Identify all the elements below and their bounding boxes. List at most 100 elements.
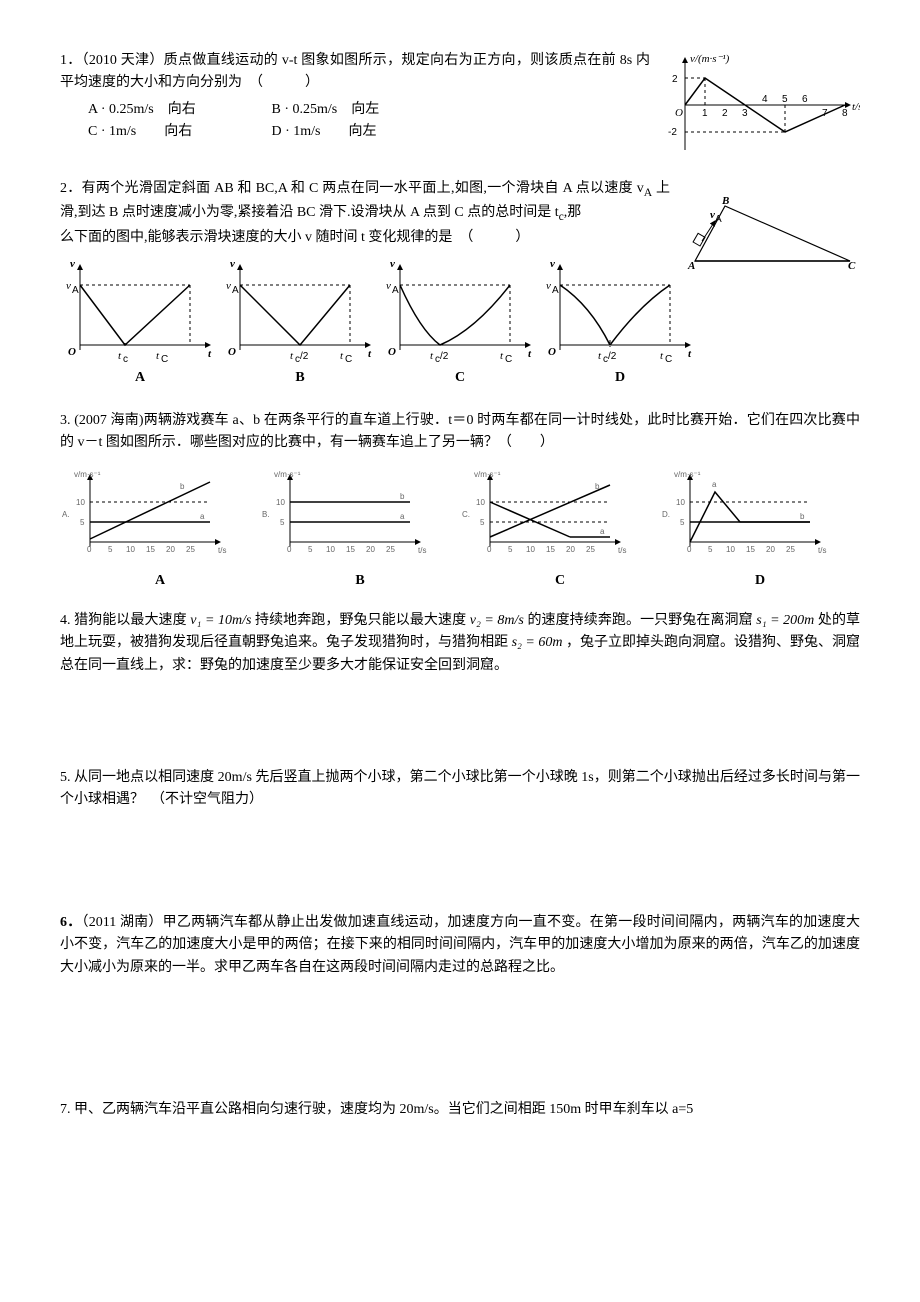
q7-number: 7. [60, 1102, 74, 1117]
svg-text:t: t [660, 350, 664, 362]
q1-vt-graph: v/(m·s⁻¹) t/s 2 -2 O 12 34 56 78 [660, 50, 860, 160]
q6-number: 6． [60, 915, 81, 930]
question-6: 6．（2011 湖南）甲乙两辆汽车都从静止出发做加速直线运动，加速度方向一直不变… [60, 912, 860, 979]
svg-text:15: 15 [146, 545, 155, 554]
q4-stem: 4. 猎狗能以最大速度 v₁ = 10m/s 持续地奔跑，野兔只能以最大速度 v… [60, 610, 860, 677]
svg-text:t: t [688, 348, 692, 360]
svg-text:t: t [208, 348, 212, 360]
svg-text:/2: /2 [608, 351, 617, 362]
q2-incline-diagram: v A A B C [680, 196, 860, 276]
svg-text:v: v [230, 258, 235, 270]
q3-graph-c: C. v/m·s⁻¹ t/s 5 10 a b 0510152025 C [460, 467, 660, 592]
svg-text:25: 25 [186, 545, 195, 554]
svg-text:7: 7 [822, 108, 828, 119]
svg-text:t/s: t/s [418, 546, 426, 555]
svg-text:5: 5 [480, 518, 485, 527]
svg-text:v: v [546, 280, 551, 292]
svg-text:25: 25 [586, 545, 595, 554]
svg-text:5: 5 [80, 518, 85, 527]
q2-choice-graphs: v t O vA tc tC A v t O vA [60, 255, 670, 389]
svg-text:t: t [528, 348, 532, 360]
q2-graph-c: v t O vA tc/2 tC C [380, 255, 540, 389]
svg-text:t/s: t/s [618, 546, 626, 555]
svg-text:C: C [505, 354, 512, 365]
svg-text:8: 8 [842, 108, 848, 119]
svg-text:t: t [500, 350, 504, 362]
svg-text:2: 2 [722, 108, 728, 119]
svg-text:/2: /2 [440, 351, 449, 362]
svg-text:-2: -2 [668, 127, 677, 138]
svg-text:t: t [340, 350, 344, 362]
svg-text:v: v [226, 280, 231, 292]
svg-text:v/m·s⁻¹: v/m·s⁻¹ [74, 470, 101, 479]
svg-text:t/s: t/s [218, 546, 226, 555]
svg-text:t: t [368, 348, 372, 360]
svg-text:v/m·s⁻¹: v/m·s⁻¹ [674, 470, 701, 479]
svg-text:5: 5 [708, 545, 713, 554]
svg-text:O: O [548, 346, 556, 358]
svg-text:5: 5 [508, 545, 513, 554]
svg-text:O: O [675, 107, 683, 119]
q3-graph-d: D. v/m·s⁻¹ t/s 5 10 a b 0510152025 D [660, 467, 860, 592]
svg-text:b: b [595, 482, 600, 491]
q3-number: 3. [60, 413, 74, 428]
svg-text:A: A [392, 285, 399, 296]
svg-text:5: 5 [280, 518, 285, 527]
question-7: 7. 甲、乙两辆汽车沿平直公路相向匀速行驶，速度均为 20m/s。当它们之间相距… [60, 1099, 860, 1121]
svg-text:5: 5 [108, 545, 113, 554]
svg-text:C: C [665, 354, 672, 365]
svg-text:b: b [400, 492, 405, 501]
q2-graph-b: v t O vA tc/2 tC B [220, 255, 380, 389]
q1-number: 1． [60, 53, 82, 68]
svg-text:t: t [290, 350, 294, 362]
svg-text:10: 10 [526, 545, 535, 554]
svg-text:a: a [400, 512, 405, 521]
svg-text:4: 4 [762, 94, 768, 105]
q3-choice-graphs: A. v/m·s⁻¹ t/s 5 10 a b 0510152025 A B. [60, 467, 860, 592]
svg-text:0: 0 [87, 545, 92, 554]
svg-text:a: a [712, 480, 717, 489]
question-5: 5. 从同一地点以相同速度 20m/s 先后竖直上抛两个小球，第二个小球比第一个… [60, 767, 860, 812]
svg-text:v: v [70, 258, 75, 270]
svg-text:t/s: t/s [852, 101, 860, 113]
svg-text:20: 20 [566, 545, 575, 554]
svg-text:20: 20 [766, 545, 775, 554]
svg-text:b: b [800, 512, 805, 521]
q5-number: 5. [60, 770, 74, 785]
svg-text:v/m·s⁻¹: v/m·s⁻¹ [474, 470, 501, 479]
svg-text:t/s: t/s [818, 546, 826, 555]
svg-text:15: 15 [546, 545, 555, 554]
svg-text:a: a [200, 512, 205, 521]
svg-text:25: 25 [386, 545, 395, 554]
svg-text:15: 15 [346, 545, 355, 554]
q1-choice-a: A · 0.25m/s 向右 [88, 99, 268, 121]
svg-text:3: 3 [742, 108, 748, 119]
svg-text:C.: C. [462, 510, 470, 519]
svg-text:t: t [430, 350, 434, 362]
svg-text:0: 0 [687, 545, 692, 554]
svg-text:v: v [550, 258, 555, 270]
svg-text:D.: D. [662, 510, 670, 519]
svg-text:b: b [180, 482, 185, 491]
svg-text:25: 25 [786, 545, 795, 554]
svg-text:15: 15 [746, 545, 755, 554]
svg-text:v/m·s⁻¹: v/m·s⁻¹ [274, 470, 301, 479]
q5-stem: 5. 从同一地点以相同速度 20m/s 先后竖直上抛两个小球，第二个小球比第一个… [60, 767, 860, 812]
svg-text:B: B [721, 196, 729, 207]
q3-graph-b: B. v/m·s⁻¹ t/s 5 10 a b 0510152025 B [260, 467, 460, 592]
svg-text:A: A [72, 285, 79, 296]
svg-text:O: O [388, 346, 396, 358]
question-3: 3. (2007 海南)两辆游戏赛车 a、b 在两条平行的直车道上行驶．t＝0 … [60, 410, 860, 592]
svg-text:v/(m·s⁻¹): v/(m·s⁻¹) [690, 53, 730, 65]
svg-text:O: O [228, 346, 236, 358]
svg-text:10: 10 [76, 498, 85, 507]
svg-text:0: 0 [287, 545, 292, 554]
svg-text:C: C [848, 260, 856, 272]
q1-choice-d: D · 1m/s 向左 [272, 121, 452, 143]
svg-text:10: 10 [676, 498, 685, 507]
svg-text:t: t [118, 350, 122, 362]
svg-text:10: 10 [476, 498, 485, 507]
svg-text:1: 1 [702, 108, 708, 119]
svg-text:t: t [156, 350, 160, 362]
svg-text:A.: A. [62, 510, 70, 519]
